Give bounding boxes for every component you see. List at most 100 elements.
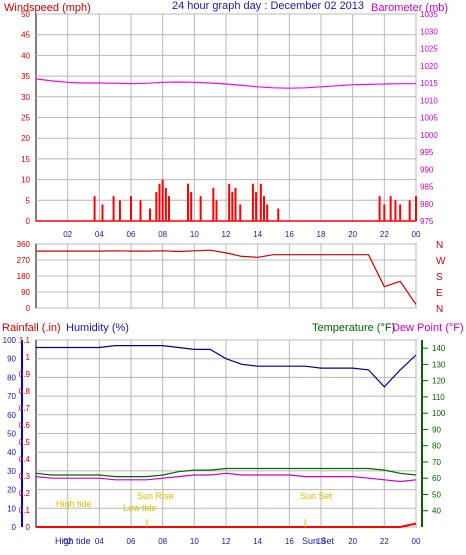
compass-label: N [436,240,443,251]
sun-set-label: Sun Set [300,491,333,501]
direction-tick-label: 0 [26,304,31,313]
hour-tick-label: 12 [222,537,231,546]
temperature-axis-title: Temperature (°F) [312,322,395,334]
humidity-tick-label: 70 [7,392,16,401]
high-tide-label-top: High tide [56,499,92,509]
rainfall-tick-label: 0.1 [19,506,31,515]
barometer-axis-title: Barometer (mb) [371,2,448,14]
direction-tick-label: 360 [17,240,31,249]
temperature-tick-label: 120 [432,377,446,386]
barometer-tick-label: 980 [420,200,434,209]
hour-tick-label: 16 [285,537,294,546]
direction-tick-label: 180 [17,272,31,281]
hour-tick-label: 20 [348,230,357,239]
rainfall-tick-label: 0.2 [19,489,31,498]
rainfall-tick-label: 1 [26,353,31,362]
hour-tick-label: 18 [317,537,326,546]
windspeed-tick-label: 10 [21,176,30,185]
hour-tick-label: 02 [63,537,72,546]
barometer-tick-label: 990 [420,165,434,174]
windspeed-tick-label: 45 [21,31,30,40]
rainfall-axis-title: Rainfall (.in) [2,322,61,334]
humidity-tick-label: 60 [7,411,16,420]
hour-tick-label: 04 [95,230,104,239]
humidity-tick-label: 10 [7,504,16,513]
windspeed-tick-label: 35 [21,72,30,81]
temperature-tick-label: 100 [432,409,446,418]
barometer-tick-label: 995 [420,148,434,157]
rainfall-tick-label: 0.7 [19,404,31,413]
dewpoint-axis-title: Dew Point (°F) [392,322,464,334]
hour-tick-label: 22 [380,537,389,546]
temperature-tick-label: 60 [432,474,441,483]
compass-label: W [436,256,446,267]
humidity-tick-label: 50 [7,430,16,439]
barometer-tick-label: 1005 [420,114,438,123]
humidity-tick-label: 30 [7,467,16,476]
barometer-line [35,78,416,89]
barometer-tick-label: 1030 [420,27,438,36]
windspeed-axis-title: Windspeed (mph) [4,2,91,14]
rainfall-tick-label: 0.4 [19,455,31,464]
high-tide-label-bottom: High tide [55,536,91,546]
hour-tick-label: 18 [317,230,326,239]
temperature-tick-label: 80 [432,442,441,451]
low-tide-label: Low tide [123,503,157,513]
windspeed-tick-label: 40 [21,51,30,60]
rainfall-tick-label: 0 [26,523,31,532]
humidity-tick-label: 20 [7,486,16,495]
hour-tick-label: 08 [158,537,167,546]
humidity-tick-label: 0 [12,523,17,532]
hour-tick-label: 10 [190,537,199,546]
hour-tick-label: 06 [127,537,136,546]
barometer-tick-label: 1035 [420,10,438,19]
rainfall-tick-label: 0.9 [19,370,31,379]
humidity-line [36,345,417,388]
humidity-tick-label: 100 [3,336,17,345]
direction-tick-label: 90 [21,288,30,297]
rainfall-tick-label: 0.3 [19,472,31,481]
barometer-tick-label: 1015 [420,79,438,88]
temperature-tick-label: 130 [432,360,446,369]
compass-label: E [436,288,443,299]
humidity-tick-label: 90 [7,355,16,364]
direction-tick-label: 270 [17,256,31,265]
windspeed-tick-label: 5 [26,196,31,205]
hour-tick-label: 14 [253,230,262,239]
windspeed-tick-label: 50 [21,10,30,19]
barometer-tick-label: 985 [420,183,434,192]
hour-tick-label: 16 [285,230,294,239]
sun-set-label-bottom: Sun Set [302,536,335,546]
sun-rise-label: Sun Rise [137,491,174,501]
hour-tick-label: 04 [95,537,104,546]
humidity-axis-title: Humidity (%) [66,322,129,334]
hour-tick-label: 12 [222,230,231,239]
hour-tick-label: 22 [380,230,389,239]
wind-barometer-chart: 0510152025303540455097598098599099510001… [21,10,438,239]
temperature-tick-label: 90 [432,425,441,434]
humidity-tick-label: 40 [7,448,16,457]
hour-tick-label: 06 [127,230,136,239]
temperature-tick-label: 70 [432,458,441,467]
temperature-tick-label: 140 [432,344,446,353]
compass-label: N [436,304,443,315]
barometer-tick-label: 1000 [420,131,438,140]
direction-line [36,249,417,305]
rainfall-tick-label: 0.5 [19,438,31,447]
humidity-tick-label: 80 [7,373,16,382]
hour-tick-label: 00 [412,230,421,239]
hour-tick-label: 10 [190,230,199,239]
rainfall-tick-label: 1.1 [19,336,31,345]
hour-tick-label: 14 [253,537,262,546]
barometer-tick-label: 975 [420,217,434,226]
compass-label: S [436,272,443,283]
temperature-line [35,467,417,478]
windspeed-tick-label: 0 [26,217,31,226]
barometer-tick-label: 1020 [420,62,438,71]
windspeed-tick-label: 25 [21,114,30,123]
temperature-tick-label: 50 [432,490,441,499]
rainfall-tick-label: 0.8 [19,387,31,396]
